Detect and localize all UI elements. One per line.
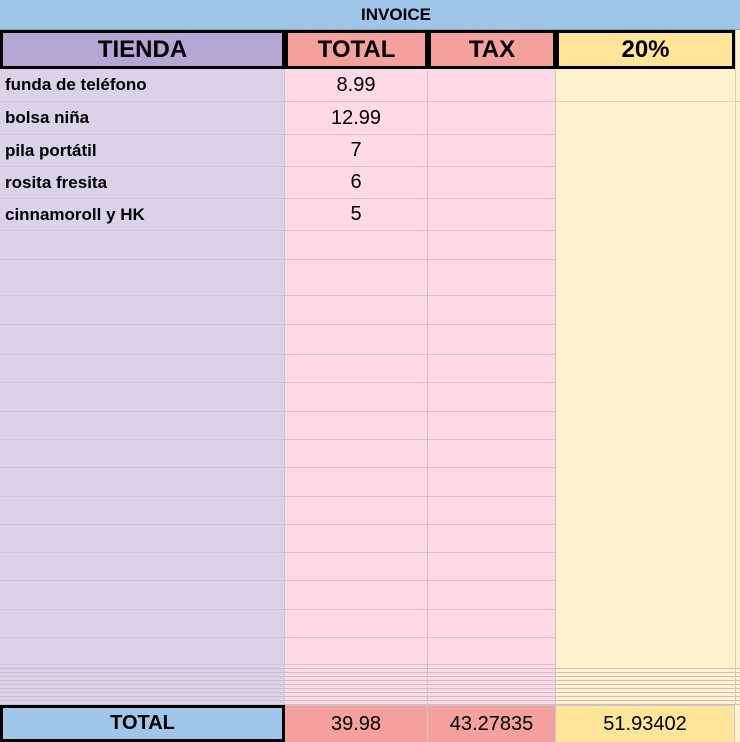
empty-cell[interactable] xyxy=(556,167,740,199)
empty-cell[interactable] xyxy=(556,525,740,553)
empty-cell[interactable] xyxy=(428,412,556,440)
item-name[interactable]: pila portátil xyxy=(0,135,285,167)
collapsed-rows xyxy=(556,665,740,705)
empty-cell[interactable] xyxy=(428,355,556,383)
empty-cell[interactable] xyxy=(285,325,428,355)
empty-cell[interactable] xyxy=(428,69,556,102)
footer-label[interactable]: TOTAL xyxy=(0,705,285,742)
column-header[interactable]: 20% xyxy=(556,30,735,69)
empty-cell[interactable] xyxy=(285,610,428,638)
empty-cell[interactable] xyxy=(285,383,428,412)
column-header[interactable]: TAX xyxy=(428,30,556,69)
empty-cell[interactable] xyxy=(556,296,740,325)
empty-cell[interactable] xyxy=(0,260,285,296)
empty-cell[interactable] xyxy=(285,525,428,553)
empty-cell[interactable] xyxy=(428,525,556,553)
empty-cell[interactable] xyxy=(285,581,428,610)
empty-cell[interactable] xyxy=(556,325,740,355)
collapsed-rows xyxy=(428,665,556,705)
empty-cell[interactable] xyxy=(0,638,285,665)
item-name[interactable]: bolsa niña xyxy=(0,102,285,135)
empty-cell[interactable] xyxy=(556,468,740,497)
empty-cell[interactable] xyxy=(0,325,285,355)
item-total[interactable]: 6 xyxy=(285,167,428,199)
invoice-banner: INVOICE xyxy=(0,0,740,30)
empty-cell[interactable] xyxy=(556,355,740,383)
empty-cell[interactable] xyxy=(0,296,285,325)
empty-cell[interactable] xyxy=(556,581,740,610)
empty-cell[interactable] xyxy=(428,581,556,610)
item-total[interactable]: 12.99 xyxy=(285,102,428,135)
empty-cell[interactable] xyxy=(556,412,740,440)
empty-cell[interactable] xyxy=(285,440,428,468)
footer-value[interactable]: 39.98 xyxy=(285,705,428,742)
item-total[interactable]: 8.99 xyxy=(285,69,428,102)
empty-cell[interactable] xyxy=(556,199,740,231)
column-header[interactable]: TIENDA xyxy=(0,30,285,69)
empty-cell[interactable] xyxy=(556,69,740,102)
empty-cell[interactable] xyxy=(0,412,285,440)
empty-cell[interactable] xyxy=(428,199,556,231)
collapsed-rows xyxy=(0,665,285,705)
empty-cell[interactable] xyxy=(285,638,428,665)
column-divider xyxy=(735,69,736,705)
item-name[interactable]: funda de teléfono xyxy=(0,69,285,102)
empty-cell[interactable] xyxy=(556,638,740,665)
empty-cell[interactable] xyxy=(285,412,428,440)
empty-cell[interactable] xyxy=(285,231,428,260)
empty-cell[interactable] xyxy=(428,102,556,135)
item-total[interactable]: 5 xyxy=(285,199,428,231)
empty-cell[interactable] xyxy=(0,355,285,383)
empty-cell[interactable] xyxy=(556,102,740,135)
empty-cell[interactable] xyxy=(428,325,556,355)
empty-cell[interactable] xyxy=(428,638,556,665)
empty-cell[interactable] xyxy=(428,167,556,199)
empty-cell[interactable] xyxy=(428,383,556,412)
empty-cell[interactable] xyxy=(428,260,556,296)
empty-cell[interactable] xyxy=(428,553,556,581)
empty-cell[interactable] xyxy=(428,440,556,468)
empty-cell[interactable] xyxy=(428,296,556,325)
column-header-blank xyxy=(735,30,740,69)
footer-value[interactable]: 43.27835 xyxy=(428,705,556,742)
empty-cell[interactable] xyxy=(556,440,740,468)
item-total[interactable]: 7 xyxy=(285,135,428,167)
empty-cell[interactable] xyxy=(285,468,428,497)
empty-cell[interactable] xyxy=(428,497,556,525)
collapsed-rows xyxy=(285,665,428,705)
empty-cell[interactable] xyxy=(285,260,428,296)
empty-cell[interactable] xyxy=(0,468,285,497)
empty-cell[interactable] xyxy=(285,497,428,525)
empty-cell[interactable] xyxy=(285,553,428,581)
empty-cell[interactable] xyxy=(0,525,285,553)
empty-cell[interactable] xyxy=(556,231,740,260)
empty-cell[interactable] xyxy=(428,468,556,497)
empty-cell[interactable] xyxy=(556,610,740,638)
footer-blank xyxy=(735,705,740,742)
empty-cell[interactable] xyxy=(285,355,428,383)
footer-value[interactable]: 51.93402 xyxy=(556,705,735,742)
empty-cell[interactable] xyxy=(556,497,740,525)
column-header[interactable]: TOTAL xyxy=(285,30,428,69)
empty-cell[interactable] xyxy=(0,383,285,412)
empty-cell[interactable] xyxy=(0,231,285,260)
empty-cell[interactable] xyxy=(556,383,740,412)
empty-cell[interactable] xyxy=(0,553,285,581)
empty-cell[interactable] xyxy=(0,610,285,638)
empty-cell[interactable] xyxy=(428,610,556,638)
empty-cell[interactable] xyxy=(556,135,740,167)
item-name[interactable]: rosita fresita xyxy=(0,167,285,199)
empty-cell[interactable] xyxy=(428,135,556,167)
empty-cell[interactable] xyxy=(556,553,740,581)
empty-cell[interactable] xyxy=(556,260,740,296)
empty-cell[interactable] xyxy=(285,296,428,325)
empty-cell[interactable] xyxy=(428,231,556,260)
empty-cell[interactable] xyxy=(0,497,285,525)
empty-cell[interactable] xyxy=(0,581,285,610)
item-name[interactable]: cinnamoroll y HK xyxy=(0,199,285,231)
empty-cell[interactable] xyxy=(0,440,285,468)
